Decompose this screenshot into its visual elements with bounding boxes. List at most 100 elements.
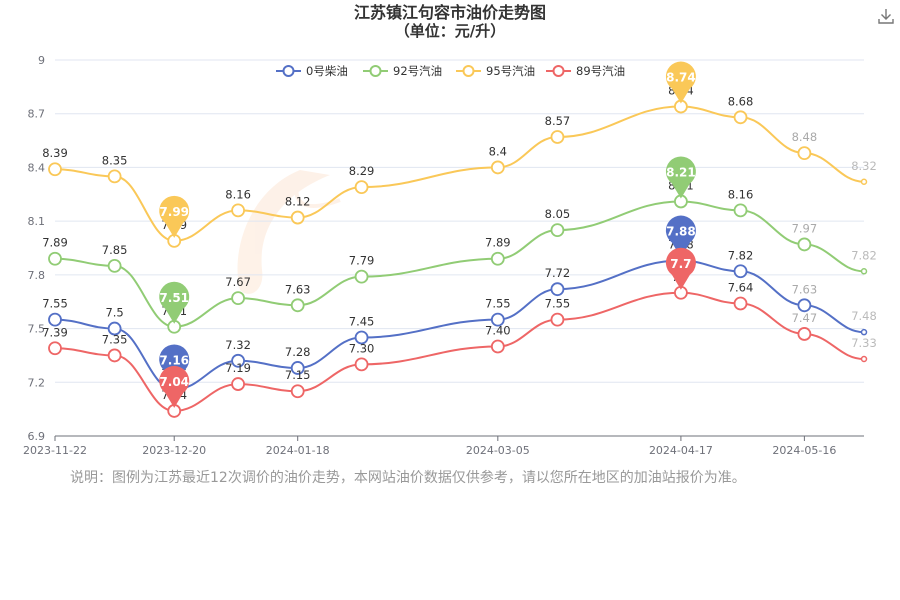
- data-point: [860, 328, 868, 336]
- data-label: 7.15: [285, 368, 311, 382]
- data-point: [797, 146, 812, 161]
- data-label: 7.85: [102, 243, 128, 257]
- data-point: [290, 384, 305, 399]
- legend-marker: [552, 65, 565, 77]
- legend-marker: [282, 65, 295, 77]
- pin-label: 7.99: [159, 205, 189, 219]
- data-point: [733, 203, 748, 218]
- data-label: 7.55: [42, 297, 68, 311]
- data-point: [797, 237, 812, 252]
- y-tick-label: 9: [38, 54, 45, 67]
- x-tick-label: 2024-05-16: [772, 444, 836, 457]
- data-label: 7.28: [285, 345, 311, 359]
- legend-item-label: 92号汽油: [393, 64, 442, 78]
- y-tick-label: 8.4: [28, 161, 46, 174]
- data-label: 7.33: [851, 336, 877, 350]
- data-label: 8.57: [545, 114, 571, 128]
- axes: 6.9 7.2 7.5 7.8 8.1 8.4 8.7 9 2023-11-22 2023-12-…: [23, 54, 864, 457]
- data-point: [354, 180, 369, 195]
- data-point: [231, 377, 245, 391]
- data-label: 8.35: [102, 153, 128, 167]
- y-tick-label: 7.5: [28, 323, 46, 336]
- data-label: 7.45: [349, 315, 375, 329]
- data-point: [797, 327, 812, 341]
- data-point: [550, 223, 565, 237]
- pin-shape: [159, 195, 190, 238]
- y-tick-label: 8.7: [28, 108, 46, 121]
- x-tick-label: 2024-01-18: [266, 444, 330, 457]
- data-point: [490, 339, 505, 354]
- data-label: 8.32: [851, 159, 877, 173]
- data-point: [860, 178, 868, 186]
- data-label: 7.40: [485, 323, 511, 337]
- y-tick-label: 7.8: [28, 269, 46, 282]
- extreme-pin: 8.21: [665, 156, 696, 199]
- pin-shape: [665, 247, 696, 290]
- pin-label: 7.7: [670, 257, 691, 271]
- data-label: 7.35: [102, 332, 128, 346]
- data-label: 7.63: [792, 282, 818, 296]
- data-label: 8.05: [545, 207, 571, 221]
- data-label: 7.48: [851, 309, 877, 323]
- data-label: 8.39: [42, 146, 68, 160]
- data-point: [290, 210, 305, 225]
- download-icon[interactable]: [876, 6, 896, 26]
- data-label: 7.30: [349, 341, 375, 355]
- data-label: 7.47: [792, 311, 818, 325]
- data-label: 7.39: [42, 325, 68, 339]
- chart-title: 江苏镇江句容市油价走势图: [353, 3, 546, 22]
- data-point: [860, 355, 868, 363]
- pin-label: 8.21: [666, 165, 696, 179]
- data-point: [354, 357, 369, 372]
- data-point: [354, 330, 369, 345]
- pin-shape: [665, 156, 696, 199]
- data-label: 7.82: [728, 248, 754, 262]
- data-point: [48, 312, 62, 327]
- data-point: [290, 298, 305, 313]
- data-label: 7.32: [225, 338, 251, 352]
- data-label: 7.5: [105, 306, 123, 320]
- data-label: 7.67: [225, 275, 251, 289]
- extreme-pin: 7.04: [159, 365, 190, 408]
- data-label: 7.82: [851, 248, 877, 262]
- x-tick-label: 2024-04-17: [649, 444, 713, 457]
- extreme-pin: 7.16: [159, 344, 190, 387]
- data-point: [550, 130, 565, 144]
- data-label: 8.16: [728, 187, 754, 201]
- pin-shape: [159, 344, 190, 387]
- data-label: 7.64: [728, 281, 754, 295]
- data-label: 8.12: [285, 195, 311, 209]
- pin-label: 7.04: [159, 375, 189, 389]
- data-label: 8.16: [225, 187, 251, 201]
- x-tick-label: 2024-03-05: [466, 444, 530, 457]
- data-point: [860, 268, 868, 275]
- data-point: [733, 296, 748, 311]
- extreme-markers: 7.16 7.88 7.51 8.21 7.99 8.74 7.04 7.7: [159, 61, 696, 408]
- y-tick-label: 7.2: [28, 376, 46, 389]
- data-label: 8.48: [792, 130, 818, 144]
- data-label: 7.97: [792, 221, 818, 235]
- pin-shape: [159, 281, 190, 324]
- legend-item-label: 0号柴油: [306, 64, 348, 78]
- pin-shape: [159, 365, 190, 408]
- pin-label: 7.51: [159, 291, 189, 305]
- data-point: [733, 264, 748, 279]
- y-tick-label: 8.1: [28, 215, 46, 228]
- chart-subtitle: （单位：元/升）: [394, 22, 506, 40]
- data-point: [490, 312, 505, 327]
- extreme-pin: 7.51: [159, 281, 190, 324]
- legend-item-label: 89号汽油: [576, 64, 625, 78]
- data-label: 8.68: [728, 94, 754, 108]
- extreme-pin: 7.99: [159, 195, 190, 238]
- legend-marker: [462, 65, 475, 77]
- pin-label: 7.16: [159, 353, 189, 367]
- pin-shape: [665, 61, 696, 104]
- data-label: 7.89: [42, 236, 68, 250]
- data-point: [107, 348, 122, 363]
- chart-note: 说明：图例为江苏最近12次调价的油价走势，本网站油价数据仅供参考，请以您所在地区…: [70, 470, 746, 486]
- pin-label: 8.74: [666, 71, 696, 85]
- extreme-pin: 7.7: [665, 247, 696, 290]
- data-point: [48, 251, 62, 266]
- data-point: [231, 291, 245, 306]
